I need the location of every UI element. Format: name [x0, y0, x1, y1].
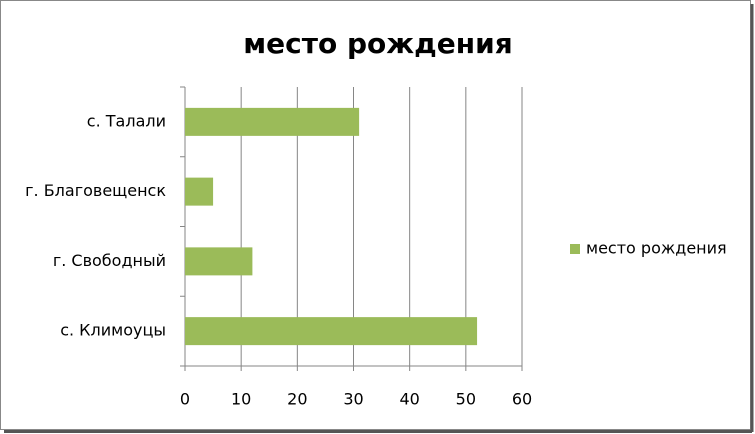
y-tick-label: с. Талали [87, 111, 166, 130]
x-tick-label: 0 [180, 390, 190, 409]
y-tick-label: г. Благовещенск [25, 181, 166, 200]
x-tick-label: 20 [287, 390, 307, 409]
x-tick-label: 10 [231, 390, 251, 409]
chart-title: место рождения [243, 27, 512, 60]
bar [185, 317, 478, 346]
x-tick-label: 30 [343, 390, 363, 409]
bar [185, 177, 214, 206]
x-tick-label: 60 [512, 390, 532, 409]
bar [185, 247, 253, 276]
x-tick-label: 40 [399, 390, 419, 409]
x-tick-label: 50 [456, 390, 476, 409]
y-tick-label: с. Климоуцы [60, 321, 166, 340]
y-tick-label: г. Свободный [53, 251, 166, 270]
legend-label: место рождения [586, 239, 727, 258]
legend-swatch [570, 244, 580, 254]
bar [185, 107, 360, 136]
